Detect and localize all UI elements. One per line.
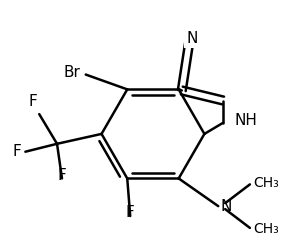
- Text: Br: Br: [64, 65, 81, 80]
- Text: F: F: [13, 144, 21, 159]
- Text: N: N: [220, 199, 232, 214]
- Text: F: F: [28, 94, 37, 109]
- Text: NH: NH: [235, 113, 258, 128]
- Text: CH₃: CH₃: [253, 222, 279, 236]
- Text: F: F: [58, 168, 66, 183]
- Text: N: N: [186, 31, 197, 46]
- Text: F: F: [126, 205, 135, 220]
- Text: CH₃: CH₃: [253, 176, 279, 191]
